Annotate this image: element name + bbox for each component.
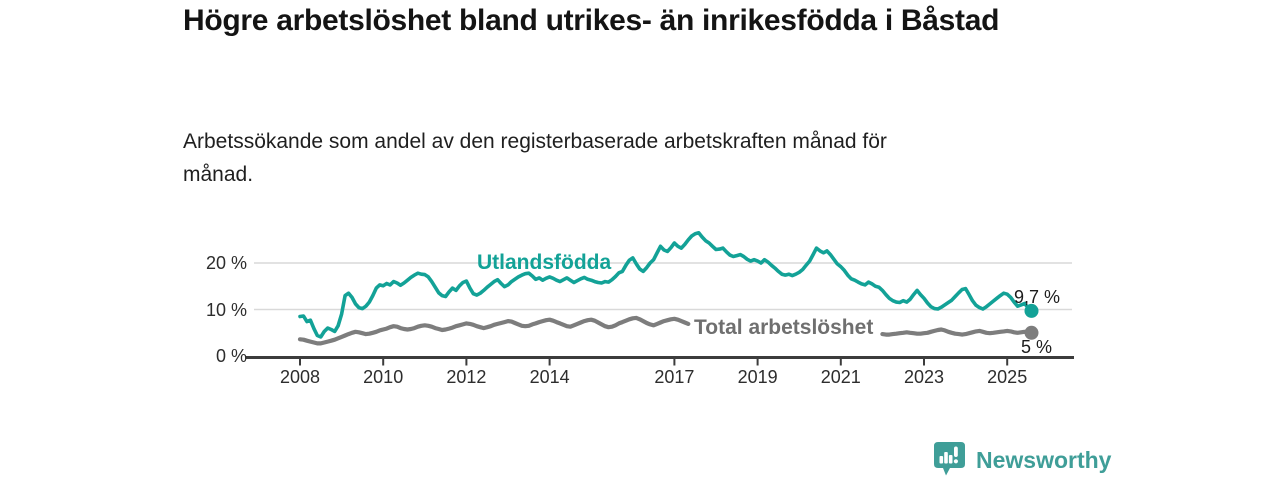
y-axis-tick-label: 0 %: [215, 346, 247, 366]
series-line-total-arbetsloshet: [880, 327, 1034, 337]
newsworthy-brand-text: Newsworthy: [976, 446, 1112, 473]
x-axis-tick-label: 2017: [654, 367, 695, 387]
x-axis-tick-label: 2023: [903, 367, 945, 387]
end-value-label-total: 5 %: [1021, 337, 1053, 357]
x-axis-tick-label: 2019: [737, 367, 778, 387]
chart-subtitle: Arbetssökande som andel av den registerb…: [183, 130, 887, 186]
x-axis-tick-label: 2008: [279, 367, 321, 387]
end-value-label-utlandsfodda: 9,7 %: [1014, 287, 1061, 307]
x-axis-tick-label: 2025: [987, 367, 1028, 387]
x-axis-tick-label: 2014: [529, 367, 570, 387]
series-line-utlandsfodda: [298, 231, 1034, 339]
y-axis-tick-label: 20 %: [205, 253, 247, 273]
x-axis-tick-label: 2010: [363, 367, 404, 387]
y-axis-tick-label: 10 %: [205, 299, 247, 320]
chart-title: Högre arbetslöshet bland utrikes- än inr…: [183, 4, 1000, 37]
series-line-total-arbetsloshet: [297, 315, 691, 346]
x-axis-tick-label: 2012: [446, 367, 487, 387]
x-axis-tick-label: 2021: [820, 367, 861, 387]
newsworthy-icon: [933, 441, 966, 479]
newsworthy-link[interactable]: Newsworthy: [933, 441, 1111, 479]
series-label-total-arbetsloshet: Total arbetslöshet: [694, 316, 874, 339]
series-label-utlandsfodda: Utlandsfödda: [477, 251, 612, 274]
